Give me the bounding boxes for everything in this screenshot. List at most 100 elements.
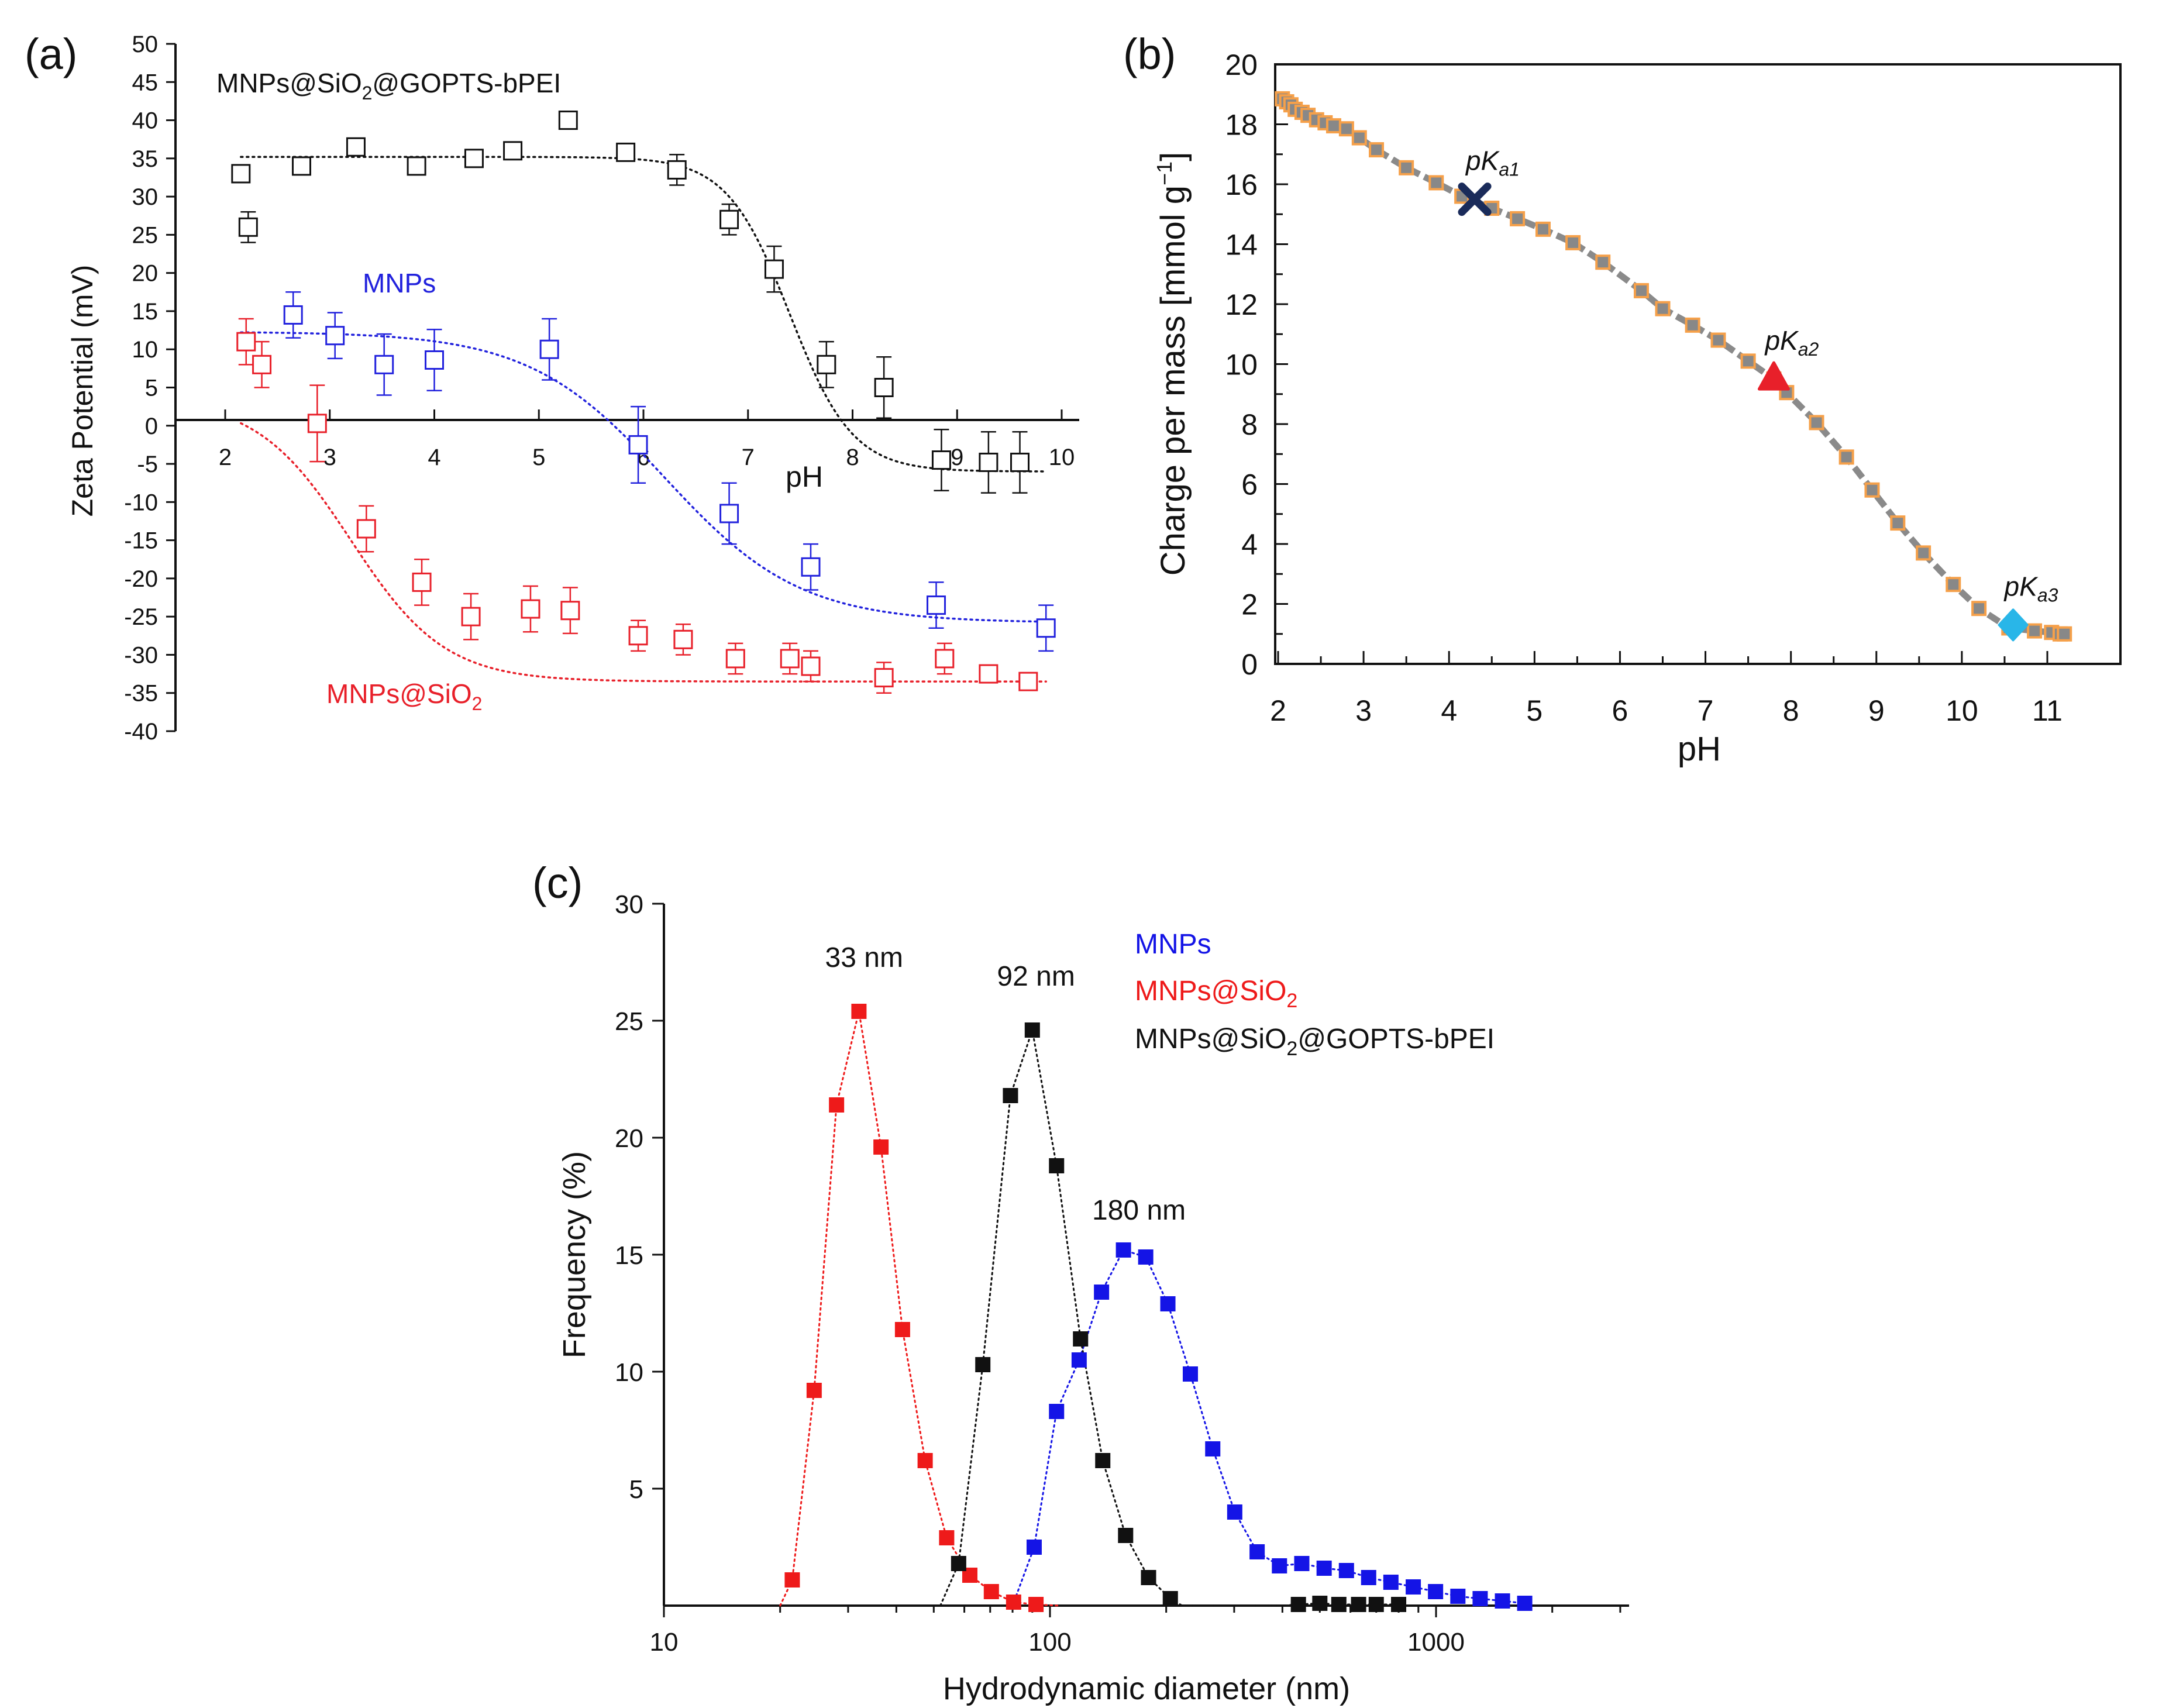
c-legend-gopts: MNPs@SiO2@GOPTS-bPEI: [1135, 1024, 1495, 1060]
b-data-point: [1710, 332, 1726, 348]
a-label-sio2-main: MNPs@SiO: [326, 679, 472, 709]
b-pka2-marker: [1757, 361, 1790, 391]
a-y-tick-label: -40: [124, 719, 158, 745]
c-data-point: [1495, 1593, 1510, 1609]
c-y-tick-label: 20: [615, 1124, 643, 1153]
c-data-point: [1026, 1540, 1042, 1555]
c-data-point: [1383, 1575, 1399, 1590]
c-peak-label-2: 180 nm: [1092, 1195, 1186, 1226]
a-y-tick-label: -35: [124, 681, 158, 707]
a-y-tick-label: -25: [124, 604, 158, 630]
a-y-tick-label: 5: [145, 376, 158, 401]
b-x-tick-label: 11: [2032, 694, 2063, 727]
a-y-tick-label: 20: [132, 261, 159, 287]
a-data-point: [979, 452, 999, 472]
c-data-point: [1331, 1597, 1347, 1612]
a-fit-curve-0: [240, 156, 1047, 473]
c-y-tick-label: 15: [615, 1241, 643, 1270]
b-data-point: [2057, 626, 2072, 642]
a-data-point: [801, 656, 821, 676]
b-data-point: [1838, 449, 1854, 465]
a-data-point: [935, 649, 955, 669]
a-data-point: [719, 209, 739, 229]
c-peak-label-0: 33 nm: [825, 942, 903, 973]
panel-label-b: (b): [1123, 30, 1176, 78]
c-data-point: [894, 1322, 910, 1337]
b-y-tick-label: 0: [1241, 648, 1258, 681]
c-data-point: [1368, 1597, 1384, 1612]
c-legend-sio2-sub: 2: [1286, 990, 1297, 1012]
c-data-point: [806, 1383, 822, 1398]
b-data-point: [1809, 415, 1824, 431]
a-label-gopts: MNPs@SiO2@GOPTS-bPEI: [216, 68, 561, 104]
c-fit-line-0: [1011, 1249, 1526, 1607]
c-data-point: [1115, 1242, 1131, 1258]
a-data-point: [539, 339, 559, 359]
c-data-point: [1351, 1597, 1366, 1612]
c-data-point: [939, 1530, 955, 1545]
c-data-point: [951, 1556, 966, 1571]
b-pka3-marker: [1998, 608, 2029, 642]
c-legend-gopts-tail: @GOPTS-bPEI: [1297, 1024, 1495, 1055]
c-data-point: [1272, 1558, 1287, 1573]
a-x-tick-label: 5: [532, 445, 545, 470]
b-pk-label-main: pK: [1764, 325, 1799, 356]
a-label-sio2: MNPs@SiO2: [326, 679, 482, 714]
c-data-point: [1094, 1285, 1110, 1300]
a-data-point: [374, 354, 394, 374]
c-data-point: [1406, 1579, 1421, 1595]
a-label-gopts-sub: 2: [362, 82, 373, 104]
a-data-point: [667, 160, 687, 180]
b-data-point: [1890, 515, 1906, 531]
c-data-point: [975, 1357, 991, 1372]
a-data-point: [231, 164, 251, 184]
a-data-point: [817, 354, 836, 374]
a-y-tick-label: 0: [145, 414, 158, 439]
a-data-point: [325, 326, 345, 346]
c-data-point: [1517, 1596, 1533, 1611]
a-data-point: [764, 259, 784, 279]
b-pk-label-sub: a2: [1798, 339, 1819, 360]
a-data-point: [628, 435, 648, 454]
a-data-point: [979, 664, 999, 684]
b-y-tick-label: 18: [1225, 109, 1258, 142]
b-pk-label-main: pK: [1465, 146, 1500, 176]
a-data-point: [252, 354, 272, 374]
a-x-tick-label: 10: [1049, 445, 1075, 470]
a-data-point: [927, 595, 946, 615]
a-y-tick-label: 50: [132, 32, 159, 57]
c-legend-gopts-sub: 2: [1286, 1038, 1297, 1060]
c-y-tick-label: 5: [629, 1475, 643, 1504]
a-data-point: [558, 111, 578, 130]
b-data-point: [1399, 160, 1414, 175]
a-data-point: [503, 141, 523, 161]
c-fit-lines: [779, 1011, 1526, 1607]
b-y-label-main: Charge per mass [mmol g: [1154, 185, 1192, 576]
a-data-point: [425, 350, 444, 370]
b-y-tick-label: 8: [1241, 408, 1258, 441]
a-label-gopts-main: MNPs@SiO: [216, 68, 362, 98]
b-data-point: [1565, 235, 1581, 250]
b-data-point: [1351, 130, 1367, 146]
c-x-tick-label: 1000: [1407, 1628, 1465, 1657]
c-data-point: [1160, 1296, 1176, 1311]
c-data-point: [917, 1453, 933, 1468]
a-data-point: [874, 668, 894, 688]
a-data-point: [780, 649, 800, 669]
c-fit-line-2: [939, 1029, 1400, 1607]
c-data-point: [1294, 1556, 1310, 1571]
a-data-points: [231, 111, 1056, 694]
c-data-point: [1006, 1595, 1021, 1610]
a-data-point: [673, 629, 693, 649]
a-data-point: [628, 626, 648, 646]
c-data-point: [1049, 1158, 1065, 1173]
a-label-sio2-sub: 2: [472, 693, 483, 714]
a-data-point: [283, 305, 303, 325]
b-x-tick-label: 5: [1526, 694, 1543, 727]
c-x-tick-label: 100: [1028, 1628, 1071, 1657]
c-data-points: [784, 1004, 1533, 1612]
b-pk-label-sub: a3: [2037, 584, 2058, 605]
c-data-point: [1162, 1591, 1178, 1606]
